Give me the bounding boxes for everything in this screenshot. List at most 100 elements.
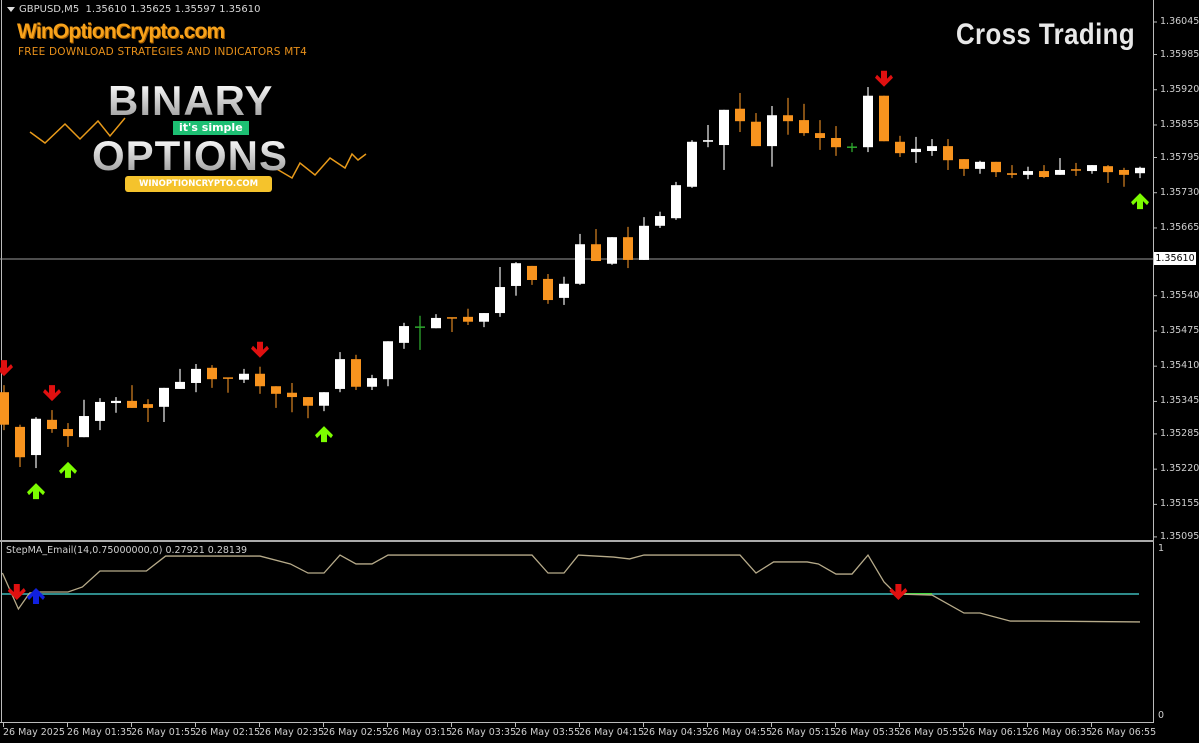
candle [335, 352, 345, 393]
candle-body [543, 278, 553, 301]
candle-body [143, 404, 153, 408]
candle-body [943, 146, 953, 161]
candle [431, 314, 441, 329]
arrow-up-icon [27, 483, 45, 500]
candle-body [1023, 171, 1033, 175]
candle [191, 364, 201, 393]
candle [271, 386, 281, 408]
time-tick-label: 26 May 02:55 [323, 727, 389, 738]
arrow-down-icon [43, 385, 61, 402]
binary-options-logo: BINARY it's simple OPTIONS WINOPTIONCRYP… [28, 80, 373, 192]
indicator-label: StepMA_Email(14,0.75000000,0) 0.27921 0.… [6, 545, 248, 556]
candle [863, 87, 873, 153]
logo-word-options: OPTIONS [92, 132, 289, 179]
candle-body [735, 108, 745, 122]
candle [31, 417, 41, 469]
indicator-arrow-up-icon [27, 588, 45, 605]
price-tick-label: 1.35730 [1160, 186, 1199, 198]
candle [1023, 166, 1033, 180]
time-tick-label: 26 May 04:55 [707, 727, 773, 738]
symbol-ohlc-text: GBPUSD,M5 1.35610 1.35625 1.35597 1.3561… [19, 4, 261, 15]
candle-body [335, 359, 345, 389]
candle [783, 97, 793, 135]
candle-body [719, 109, 729, 146]
price-tick-label: 1.35345 [1160, 395, 1199, 407]
candle-body [111, 400, 121, 404]
time-tick-label: 26 May 03:55 [515, 727, 581, 738]
candle [495, 266, 505, 317]
candle [719, 109, 729, 170]
candle [815, 120, 825, 150]
candle [927, 139, 937, 156]
candle-body [1103, 166, 1113, 173]
candle [559, 276, 569, 305]
axis-ticks [3, 21, 1157, 727]
price-tick-label: 1.35540 [1160, 289, 1199, 301]
indicator-scale-max: 1 [1158, 543, 1165, 554]
signal-arrows-layer [0, 70, 1149, 500]
candle [63, 423, 73, 447]
candle-body [527, 265, 537, 280]
candle-body [607, 237, 617, 264]
candle-body [463, 316, 473, 322]
candle [1007, 165, 1017, 179]
candle [831, 126, 841, 156]
candle-body [1087, 165, 1097, 172]
candle-body [127, 400, 137, 408]
time-tick-label: 26 May 06:15 [963, 727, 1029, 738]
arrow-down-icon [0, 360, 13, 377]
candle-body [831, 137, 841, 148]
candle-body [175, 381, 185, 389]
current-price-label: 1.35610 [1154, 252, 1196, 265]
logo-url-pill: WINOPTIONCRYPTO.COM [125, 176, 272, 192]
candle-body [239, 373, 249, 380]
indicator-arrow-down-icon [7, 584, 26, 601]
zigzag-line-right [274, 152, 367, 180]
candle-body [815, 133, 825, 138]
time-tick-label: 26 May 03:35 [451, 727, 517, 738]
time-tick-label: 26 May 05:35 [835, 727, 901, 738]
candle [479, 313, 489, 328]
candle-body [511, 263, 521, 286]
candle [799, 103, 809, 136]
time-tick-label: 26 May 06:55 [1091, 727, 1157, 738]
candle-body [255, 373, 265, 387]
candle [847, 142, 857, 153]
time-tick-label: 26 May 03:15 [387, 727, 453, 738]
candle [0, 385, 9, 431]
indicator-arrow-down-icon [889, 584, 908, 601]
price-tick-label: 1.35665 [1160, 221, 1199, 233]
candle [367, 374, 377, 391]
candle [511, 262, 521, 296]
candle [607, 237, 617, 265]
candle [143, 399, 153, 422]
candle [767, 106, 777, 167]
candle-body [367, 378, 377, 387]
candle [1039, 165, 1049, 179]
candle [655, 211, 665, 228]
candle-body [47, 419, 57, 430]
triangle-down-icon[interactable] [7, 6, 15, 12]
price-tick-label: 1.35985 [1160, 48, 1199, 60]
arrow-up-icon [59, 461, 77, 478]
candle-body [399, 326, 409, 343]
candle-body [655, 216, 665, 226]
candle-body [319, 392, 329, 406]
candle [751, 113, 761, 147]
arrow-down-icon [875, 70, 893, 87]
time-tick-label: 26 May 04:35 [643, 727, 709, 738]
time-tick-label: 26 May 05:15 [771, 727, 837, 738]
symbol-header[interactable]: GBPUSD,M5 1.35610 1.35625 1.35597 1.3561… [7, 4, 260, 16]
candle [415, 315, 425, 350]
candle-body [271, 386, 281, 394]
chart-frame [0, 0, 1154, 723]
time-tick-label: 26 May 06:35 [1027, 727, 1093, 738]
candle [879, 95, 889, 142]
candle [383, 341, 393, 387]
candle [575, 233, 585, 285]
candle-body [431, 317, 441, 329]
candle [591, 229, 601, 262]
price-tick-label: 1.35855 [1160, 118, 1199, 130]
candle [47, 410, 57, 433]
price-tick-label: 1.35795 [1160, 151, 1199, 163]
